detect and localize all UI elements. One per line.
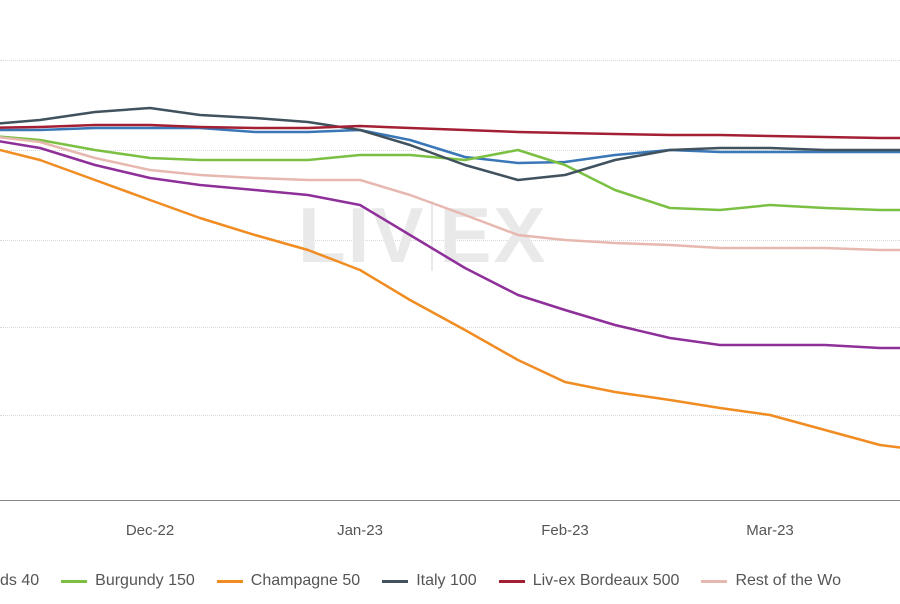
legend-swatch [217,580,243,583]
legend-label: ds 40 [0,572,39,590]
x-tick-label: Jan-23 [337,522,383,539]
legend-swatch [499,580,525,583]
legend-item: Rest of the Wo [701,572,841,590]
plot-area: LIV EX [0,0,900,500]
legend-item: Burgundy 150 [61,572,195,590]
legend: ds 40 Burgundy 150 Champagne 50 Italy 100 Li… [0,572,900,590]
legend-label: Rest of the Wo [735,572,841,590]
legend-item: ds 40 [0,572,39,590]
series-line [0,108,900,180]
series-line [0,145,900,450]
legend-item: Italy 100 [382,572,476,590]
x-tick-label: Dec-22 [126,522,174,539]
legend-swatch [701,580,727,583]
legend-swatch [61,580,87,583]
legend-label: Champagne 50 [251,572,360,590]
legend-label: Italy 100 [416,572,476,590]
legend-label: Burgundy 150 [95,572,195,590]
series-line [0,135,900,210]
series-line [0,138,900,348]
x-tick-label: Mar-23 [746,522,794,539]
legend-swatch [382,580,408,583]
chart-container: LIV EX Dec-22 Jan-23 Feb-23 Mar-23 ds 40 Bur… [0,0,900,604]
legend-label: Liv-ex Bordeaux 500 [533,572,680,590]
line-series-svg [0,0,900,500]
x-axis-line [0,500,900,501]
legend-item: Liv-ex Bordeaux 500 [499,572,680,590]
legend-item: Champagne 50 [217,572,360,590]
x-tick-label: Feb-23 [541,522,589,539]
